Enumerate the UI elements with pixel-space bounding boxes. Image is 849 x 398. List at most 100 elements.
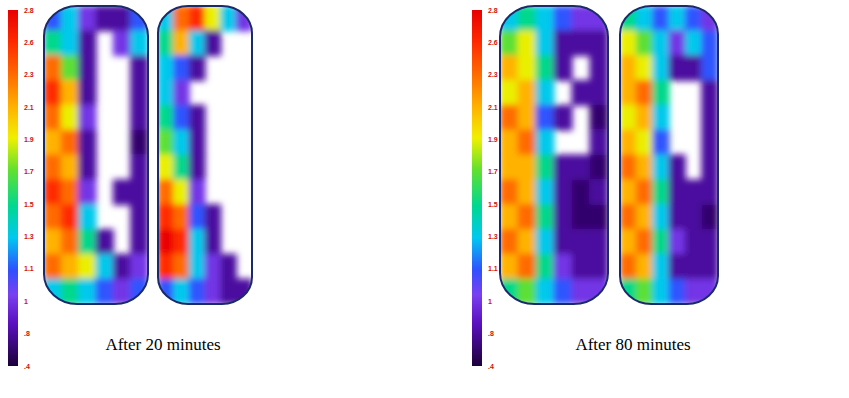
heatmap-cell [173, 254, 190, 280]
heatmap-cell [636, 130, 653, 156]
heatmap-cell [590, 30, 609, 56]
heatmap-cell [636, 204, 653, 230]
heatmap-cell [173, 229, 190, 255]
heatmap-cell [205, 30, 222, 56]
heatmap-cell [78, 204, 96, 230]
color-bar-tick-label: 2.8 [24, 7, 34, 14]
heatmap-cell [173, 130, 190, 156]
heatmap-cell [536, 254, 555, 280]
heatmap-cell [173, 204, 190, 230]
heatmap-cell [590, 105, 609, 131]
heatmap-cell [173, 105, 190, 131]
color-bar-tick-label: 1.5 [24, 201, 34, 208]
heatmap-cell [536, 204, 555, 230]
heatmap-cell [96, 254, 114, 280]
color-bar-tick-label: 2.3 [488, 71, 498, 78]
heatmap-panel [620, 6, 718, 304]
heatmap-cell [44, 254, 62, 280]
heatmap-cell [652, 55, 669, 81]
heatmap-cell [590, 179, 609, 205]
heatmap-cell [652, 179, 669, 205]
heatmap-cell [500, 254, 519, 280]
heatmap-cell [44, 105, 62, 131]
heatmap-cell [701, 80, 718, 106]
color-bar-tick-label: 2.1 [488, 104, 498, 111]
heatmap-cell [189, 130, 206, 156]
heatmap-cells [620, 6, 718, 304]
heatmap-cell [536, 155, 555, 181]
heatmap-cell [130, 179, 148, 205]
color-bar-tick-label: 1.1 [488, 265, 498, 272]
heatmap-cell [685, 179, 702, 205]
heatmap-cell [685, 229, 702, 255]
panel-outline [44, 6, 148, 304]
heatmap-cell [590, 254, 609, 280]
heatmap-cell [61, 229, 79, 255]
heatmap-cells [158, 6, 252, 304]
heatmap-cell [669, 155, 686, 181]
heatmap-cell [173, 80, 190, 106]
heatmap-cell [572, 229, 591, 255]
panel-outline [620, 6, 718, 304]
heatmap-cell [220, 279, 237, 304]
heatmap-cell [130, 30, 148, 56]
heatmap-cell [652, 254, 669, 280]
heatmap-cell [518, 6, 537, 31]
heatmap-cell [205, 204, 222, 230]
heatmap-cell [500, 229, 519, 255]
heatmap-cell [554, 155, 573, 181]
heatmap-cell [636, 279, 653, 304]
color-bar-tick-label: .4 [24, 363, 30, 370]
heatmap-cell [554, 30, 573, 56]
heatmap-cell [158, 55, 174, 81]
heatmap-cell [44, 30, 62, 56]
heatmap-cell [500, 130, 519, 156]
heatmap-cell [572, 279, 591, 304]
heatmap-cell [44, 80, 62, 106]
heatmap-cell [620, 179, 637, 205]
heatmap-cell [554, 204, 573, 230]
heatmap-cell [620, 155, 637, 181]
heatmap-cell [636, 6, 653, 31]
heatmap-cell [158, 254, 174, 280]
heatmap-cell [652, 155, 669, 181]
heatmap-cell [44, 204, 62, 230]
heatmap-cell [701, 254, 718, 280]
heatmap-cell [189, 155, 206, 181]
heatmap-cell [130, 204, 148, 230]
heatmap-cell [78, 6, 96, 31]
heatmap-cell [130, 105, 148, 131]
heatmap-cell [590, 55, 609, 81]
heatmap-cell [173, 179, 190, 205]
caption: After 20 minutes [105, 335, 220, 354]
color-bar-tick-label: .8 [488, 330, 494, 337]
heatmap-cell [572, 80, 591, 106]
heatmap-cell [189, 30, 206, 56]
heatmap-cell [636, 155, 653, 181]
heatmap-cell [189, 179, 206, 205]
heatmap-cell [78, 155, 96, 181]
heatmap-cell [685, 30, 702, 56]
color-bar-tick-label: 2.1 [24, 104, 34, 111]
heatmap-cell [590, 155, 609, 181]
panel-outline [500, 6, 608, 304]
heatmap-cell [78, 254, 96, 280]
heatmap-cell [189, 55, 206, 81]
heatmap-cell [620, 80, 637, 106]
heatmap-cell [701, 130, 718, 156]
heatmap-cell [652, 130, 669, 156]
heatmap-cell [113, 279, 131, 304]
heatmap-cell [669, 55, 686, 81]
heatmap-cell [669, 6, 686, 31]
heatmap-cell [220, 6, 237, 31]
heatmap-cell [173, 6, 190, 31]
heatmap-cell [158, 155, 174, 181]
heatmap-cell [620, 130, 637, 156]
heatmap-cell [620, 254, 637, 280]
heatmap-cell [78, 179, 96, 205]
heatmap-cell [669, 179, 686, 205]
heatmap-cell [636, 105, 653, 131]
heatmap-cell [701, 179, 718, 205]
heatmap-cell [113, 30, 131, 56]
heatmap-cell [173, 279, 190, 304]
